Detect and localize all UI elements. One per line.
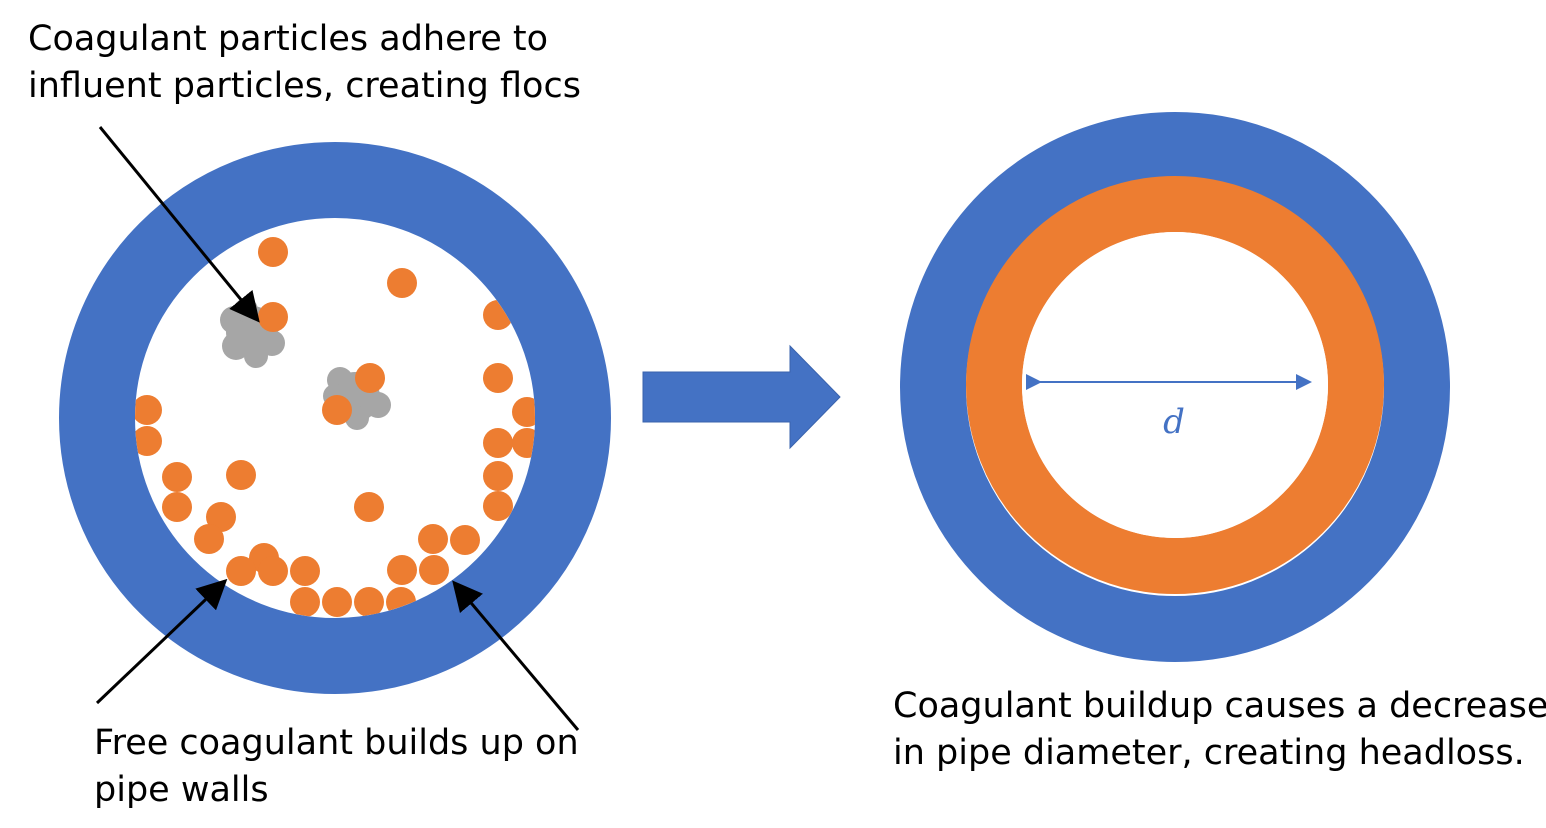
pipe-wall-caption: Free coagulant builds up on pipe walls [94,720,579,814]
headloss-caption-line-2: in pipe diameter, creating headloss. [893,733,1525,773]
right-pipe: d [900,112,1450,662]
pipe-wall-caption-line-2: pipe walls [94,770,269,810]
left-pipe [59,142,611,694]
coagulant-particle [322,587,352,617]
coagulant-particle [387,555,417,585]
coagulant-particle [483,461,513,491]
coagulant-particle [387,268,417,298]
coagulant-particle [290,556,320,586]
floc [322,363,391,430]
diameter-symbol: d [1163,402,1185,442]
floc [220,298,288,368]
flocs-caption: Coagulant particles adhere to influent p… [28,16,581,110]
coagulant-particle [354,492,384,522]
coagulant-buildup-ring [966,176,1384,594]
wall-pointer-arrow-left [95,578,228,705]
wall-pointer-arrow-right [452,580,580,731]
coagulant-particle [290,587,320,617]
coagulant-particle [258,237,288,267]
floc-pointer-arrow [98,126,260,323]
coagulant-particle [135,395,162,425]
coagulant-particle [483,428,513,458]
coagulant-particle [450,525,480,555]
pipe-wall-caption-line-1: Free coagulant builds up on [94,723,579,763]
flocs-caption-line-2: influent particles, creating flocs [28,66,581,106]
coagulant-particle [162,492,192,522]
coagulant-particle [258,302,288,332]
coagulant-particle [418,524,448,554]
right-pipe-wall [900,112,1450,662]
coagulant-particle [206,502,236,532]
coagulant-particle [226,556,256,586]
coagulant-particle [322,395,352,425]
transition-arrow [642,344,841,450]
coagulant-particle [194,524,224,554]
coagulant-particle [355,363,385,393]
coagulant-particle [419,555,449,585]
coagulant-particle [258,556,288,586]
reduced-pipe-bore [1022,232,1328,538]
coagulant-particle [162,462,192,492]
coagulant-particle [135,426,162,456]
coagulant-particle [512,397,535,427]
left-pipe-wall [59,142,611,694]
coagulant-particle [483,491,513,521]
coagulant-particle [226,460,256,490]
headloss-caption: Coagulant buildup causes a decrease in p… [893,683,1546,777]
headloss-caption-line-1: Coagulant buildup causes a decrease [893,686,1546,726]
coagulant-particle [354,587,384,617]
flocs-caption-line-1: Coagulant particles adhere to [28,19,549,59]
coagulant-particle [483,363,513,393]
